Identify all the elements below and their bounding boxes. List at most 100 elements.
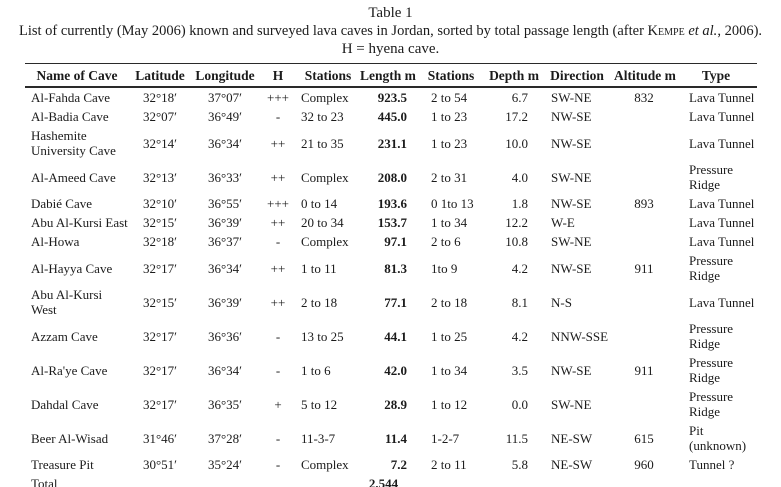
cell-name: Al-Howa [31,234,80,249]
cell-stations: Complex [301,234,349,249]
cell-length-m: 923.5 [377,90,407,105]
table-label: Table 1 [368,5,413,21]
cell-longitude: 36°39′ [207,215,243,230]
total-row: Total 2,544 [25,474,757,487]
cell-latitude: 32°17′ [142,362,178,378]
cell-name: Abu Al-Kursi West [31,287,103,317]
cell-depth-m: 4.2 [511,328,528,344]
cell-stations-2: 1 to 23 [431,135,468,151]
cell-name: Al-Fahda Cave [31,90,111,105]
cell-name: Al-Ra'ye Cave [31,362,108,378]
cell-depth-m: 4.0 [511,169,528,185]
table-row: Dahdal Cave 32°17′ 36°35′ +5 to 12 28.9 1 to … [25,387,757,421]
cell-latitude: 32°15′ [142,215,178,230]
cell-direction: NW-SE [551,135,592,151]
cell-depth-m: 6.7 [511,90,528,105]
table-row: Al-Howa 32°18′ 36°37′ - Complex 97.1 2 to 6 10.… [25,232,757,251]
column-header-longitude: Longitude [191,63,259,88]
cell-longitude: 36°55′ [207,196,243,211]
cell-depth-m: 4.2 [511,260,528,276]
cell-length-m: 81.3 [384,260,407,276]
cell-h: ++ [270,215,286,230]
cell-type: Lava Tunnel [689,135,755,151]
cell-name: Beer Al-Wisad [31,430,109,446]
column-header-depth-m: Depth m [487,63,541,88]
cell-depth-m: 1.8 [511,196,528,211]
cell-direction: SW-NE [551,90,592,105]
table-row: Abu Al-Kursi East 32°15′ 36°39′ ++ 20 to 34 1… [25,213,757,232]
cell-stations-2: 1to 9 [431,260,458,276]
cell-type: Lava Tunnel [689,294,755,310]
cell-length-m: 7.2 [390,457,407,472]
cell-altitude-m [613,232,675,251]
table-row: Hashemite University Cave 32°14′ 36°34′ ++ 2… [25,126,757,160]
cell-h: - [275,234,281,249]
caption-suffix: , 2006). [717,23,763,39]
cell-type: Lava Tunnel [689,90,755,105]
cell-depth-m: 8.1 [511,294,528,310]
cell-type: Pressure Ridge [689,355,734,385]
cell-h: ++ [270,260,286,276]
cell-latitude: 32°18′ [142,90,178,105]
cell-length-m: 28.9 [384,396,407,412]
cell-latitude: 32°07′ [142,109,178,124]
table-row: Beer Al-Wisad 31°46′ 37°28′ - 11-3-7 11.4 1-2-… [25,421,757,455]
cell-depth-m: 5.8 [511,457,528,472]
cell-direction: NW-SE [551,362,592,378]
cell-length-m: 77.1 [384,294,407,310]
cell-type: Lava Tunnel [689,109,755,124]
cell-direction: NE-SW [551,430,593,446]
total-label: Total [25,474,129,487]
total-spacer-left [129,474,359,487]
cell-altitude-m [613,107,675,126]
cell-stations: 20 to 34 [301,215,344,230]
cell-altitude-m: 960 [634,457,654,472]
cell-longitude: 36°35′ [207,396,243,412]
column-header-latitude: Latitude [129,63,191,88]
cell-name: Al-Badia Cave [31,109,109,124]
caption-note: H = hyena cave. [341,41,440,57]
cell-h: ++ [270,294,286,310]
total-spacer-right [415,474,757,487]
cell-direction: NW-SE [551,109,592,124]
cell-type: Lava Tunnel [689,196,755,211]
caption-prefix: List of currently (May 2006) known and s… [18,23,648,39]
cell-length-m: 153.7 [377,215,407,230]
cell-h: + [274,396,282,412]
cell-type: Pressure Ridge [689,253,734,283]
cell-stations-2: 1 to 25 [431,328,468,344]
cell-name: Hashemite University Cave [31,128,116,158]
cell-length-m: 97.1 [384,234,407,249]
cell-stations-2: 1 to 34 [431,215,468,230]
column-header-type: Type [675,63,757,88]
table-row: Abu Al-Kursi West 32°15′ 36°39′ ++ 2 to 18 77… [25,285,757,319]
table-row: Azzam Cave 32°17′ 36°36′ - 13 to 25 44.1 1 to … [25,319,757,353]
column-header-direction: Direction [541,63,613,88]
cell-direction: SW-NE [551,234,592,249]
cell-h: - [275,328,281,344]
cell-stations-2: 1 to 12 [431,396,468,412]
cell-altitude-m [613,387,675,421]
cell-h: ++ [270,169,286,185]
cell-name: Dahdal Cave [31,396,99,412]
cell-length-m: 445.0 [377,109,407,124]
cell-h: - [275,457,281,472]
cell-name: Al-Ameed Cave [31,169,116,185]
table-row: Dabié Cave 32°10′ 36°55′ +++ 0 to 14 193.6 0 1… [25,194,757,213]
cell-stations-2: 1 to 34 [431,362,468,378]
cell-depth-m: 10.8 [505,234,528,249]
cell-h: ++ [270,135,286,151]
cell-altitude-m: 615 [634,430,654,446]
table-row: Treasure Pit 30°51′ 35°24′ - Complex 7.2 2 to … [25,455,757,474]
table-body: Al-Fahda Cave 32°18′ 37°07′ +++ Complex 923.5… [25,87,757,474]
cell-stations-2: 2 to 6 [431,234,461,249]
cell-type: Lava Tunnel [689,234,755,249]
cell-stations: 21 to 35 [301,135,344,151]
cell-depth-m: 0.0 [511,396,528,412]
cell-altitude-m: 893 [634,196,654,211]
cell-stations: 1 to 6 [301,362,331,378]
table-caption: Table 1 List of currently (May 2006) kno… [0,0,781,58]
cell-altitude-m [613,160,675,194]
caption-author: Kempe [647,23,685,39]
cell-direction: NW-SE [551,196,592,211]
